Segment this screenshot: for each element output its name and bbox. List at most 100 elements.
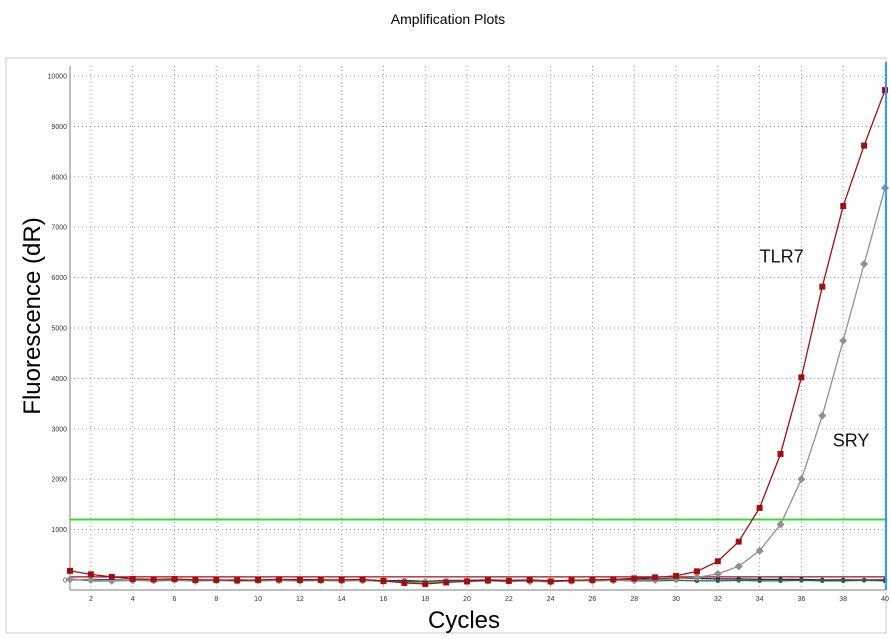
data-point <box>108 573 115 580</box>
data-point <box>841 578 846 584</box>
x-tick-label: 8 <box>214 596 218 603</box>
x-tick-label: 10 <box>254 596 262 603</box>
y-tick-label: 10000 <box>48 74 68 81</box>
data-point <box>757 578 762 584</box>
data-point <box>464 578 471 585</box>
data-point <box>171 575 178 582</box>
data-point <box>610 576 617 583</box>
data-point <box>526 576 533 583</box>
data-point <box>422 580 429 587</box>
data-point <box>673 572 680 579</box>
data-point <box>756 504 763 511</box>
data-point <box>359 576 366 583</box>
x-axis-label: Cycles <box>428 607 500 634</box>
series-line <box>69 89 886 585</box>
x-tick-label: 12 <box>296 596 304 603</box>
y-tick-label: 2000 <box>51 477 67 484</box>
data-point <box>734 562 743 571</box>
x-tick-label: 28 <box>630 596 638 603</box>
data-point <box>443 579 450 586</box>
data-point <box>840 203 847 210</box>
y-tick-label: 9000 <box>51 124 67 131</box>
x-tick-label: 24 <box>547 596 555 603</box>
data-point <box>818 411 827 420</box>
y-tick-label: 6000 <box>51 275 67 282</box>
data-point <box>129 575 136 582</box>
data-point <box>380 577 387 584</box>
data-point <box>150 576 157 583</box>
x-tick-label: 32 <box>714 596 722 603</box>
axis-ticks: 2 4 6 8 10 12 14 16 18 20 22 24 26 28 30 32 34 36 38 400100… <box>48 66 889 603</box>
x-tick-label: 6 <box>173 596 177 603</box>
data-point <box>715 578 721 584</box>
data-point <box>713 569 722 578</box>
data-point <box>484 577 491 584</box>
data-point <box>652 574 659 581</box>
data-point <box>66 575 74 584</box>
data-point <box>777 450 784 457</box>
data-point <box>255 576 262 583</box>
y-tick-label: 3000 <box>51 426 67 433</box>
y-tick-label: 7000 <box>51 225 67 232</box>
plot-frame <box>5 57 887 634</box>
x-tick-label: 18 <box>421 596 429 603</box>
x-tick-label: 16 <box>380 596 388 603</box>
data-point <box>820 578 825 584</box>
data-point <box>860 260 869 269</box>
x-tick-label: 30 <box>672 596 680 603</box>
x-tick-label: 26 <box>589 596 597 603</box>
data-point <box>192 576 199 583</box>
grid <box>70 66 886 590</box>
series-0 <box>67 87 888 587</box>
x-tick-label: 4 <box>131 596 135 603</box>
data-point <box>714 558 721 565</box>
data-point <box>568 577 575 584</box>
y-axis-label: Fluorescence (dR) <box>19 217 46 414</box>
data-point <box>755 546 764 555</box>
data-point <box>819 283 826 290</box>
y-tick-label: 0 <box>63 577 67 584</box>
data-point <box>547 578 554 585</box>
data-point <box>693 568 700 575</box>
x-tick-label: 34 <box>756 596 764 603</box>
data-point <box>736 578 741 583</box>
data-point <box>213 576 220 583</box>
data-point <box>338 576 345 583</box>
y-tick-label: 4000 <box>51 376 67 383</box>
data-point <box>67 567 73 574</box>
data-point <box>87 571 94 578</box>
y-tick-label: 8000 <box>51 174 67 181</box>
data-point <box>86 575 95 584</box>
x-tick-label: 38 <box>839 596 847 603</box>
data-point <box>505 577 512 584</box>
annotations: TLR7 SRY <box>760 247 870 451</box>
data-point <box>797 475 806 484</box>
annotation-sry: SRY <box>833 430 870 450</box>
data-point <box>861 142 868 149</box>
x-tick-label: 40 <box>881 596 889 603</box>
data-point <box>776 520 785 529</box>
x-tick-label: 36 <box>798 596 806 603</box>
data-point <box>798 374 805 381</box>
y-tick-label: 1000 <box>51 527 67 534</box>
x-tick-label: 20 <box>463 596 471 603</box>
data-point <box>317 576 324 583</box>
data-point <box>234 577 241 584</box>
data-point <box>735 538 742 545</box>
data-point <box>692 573 701 582</box>
data-point <box>275 576 282 583</box>
chart-title: Amplification Plots <box>391 11 505 27</box>
y-tick-label: 5000 <box>51 326 67 333</box>
x-tick-label: 22 <box>505 596 513 603</box>
data-point <box>861 578 867 583</box>
data-point <box>839 336 848 345</box>
data-point <box>631 575 638 582</box>
series <box>66 87 889 587</box>
data-point <box>296 576 303 583</box>
x-tick-label: 14 <box>338 596 346 603</box>
data-point <box>401 579 408 586</box>
annotation-tlr7: TLR7 <box>760 247 804 267</box>
x-tick-label: 2 <box>89 596 93 603</box>
data-point <box>589 576 596 583</box>
